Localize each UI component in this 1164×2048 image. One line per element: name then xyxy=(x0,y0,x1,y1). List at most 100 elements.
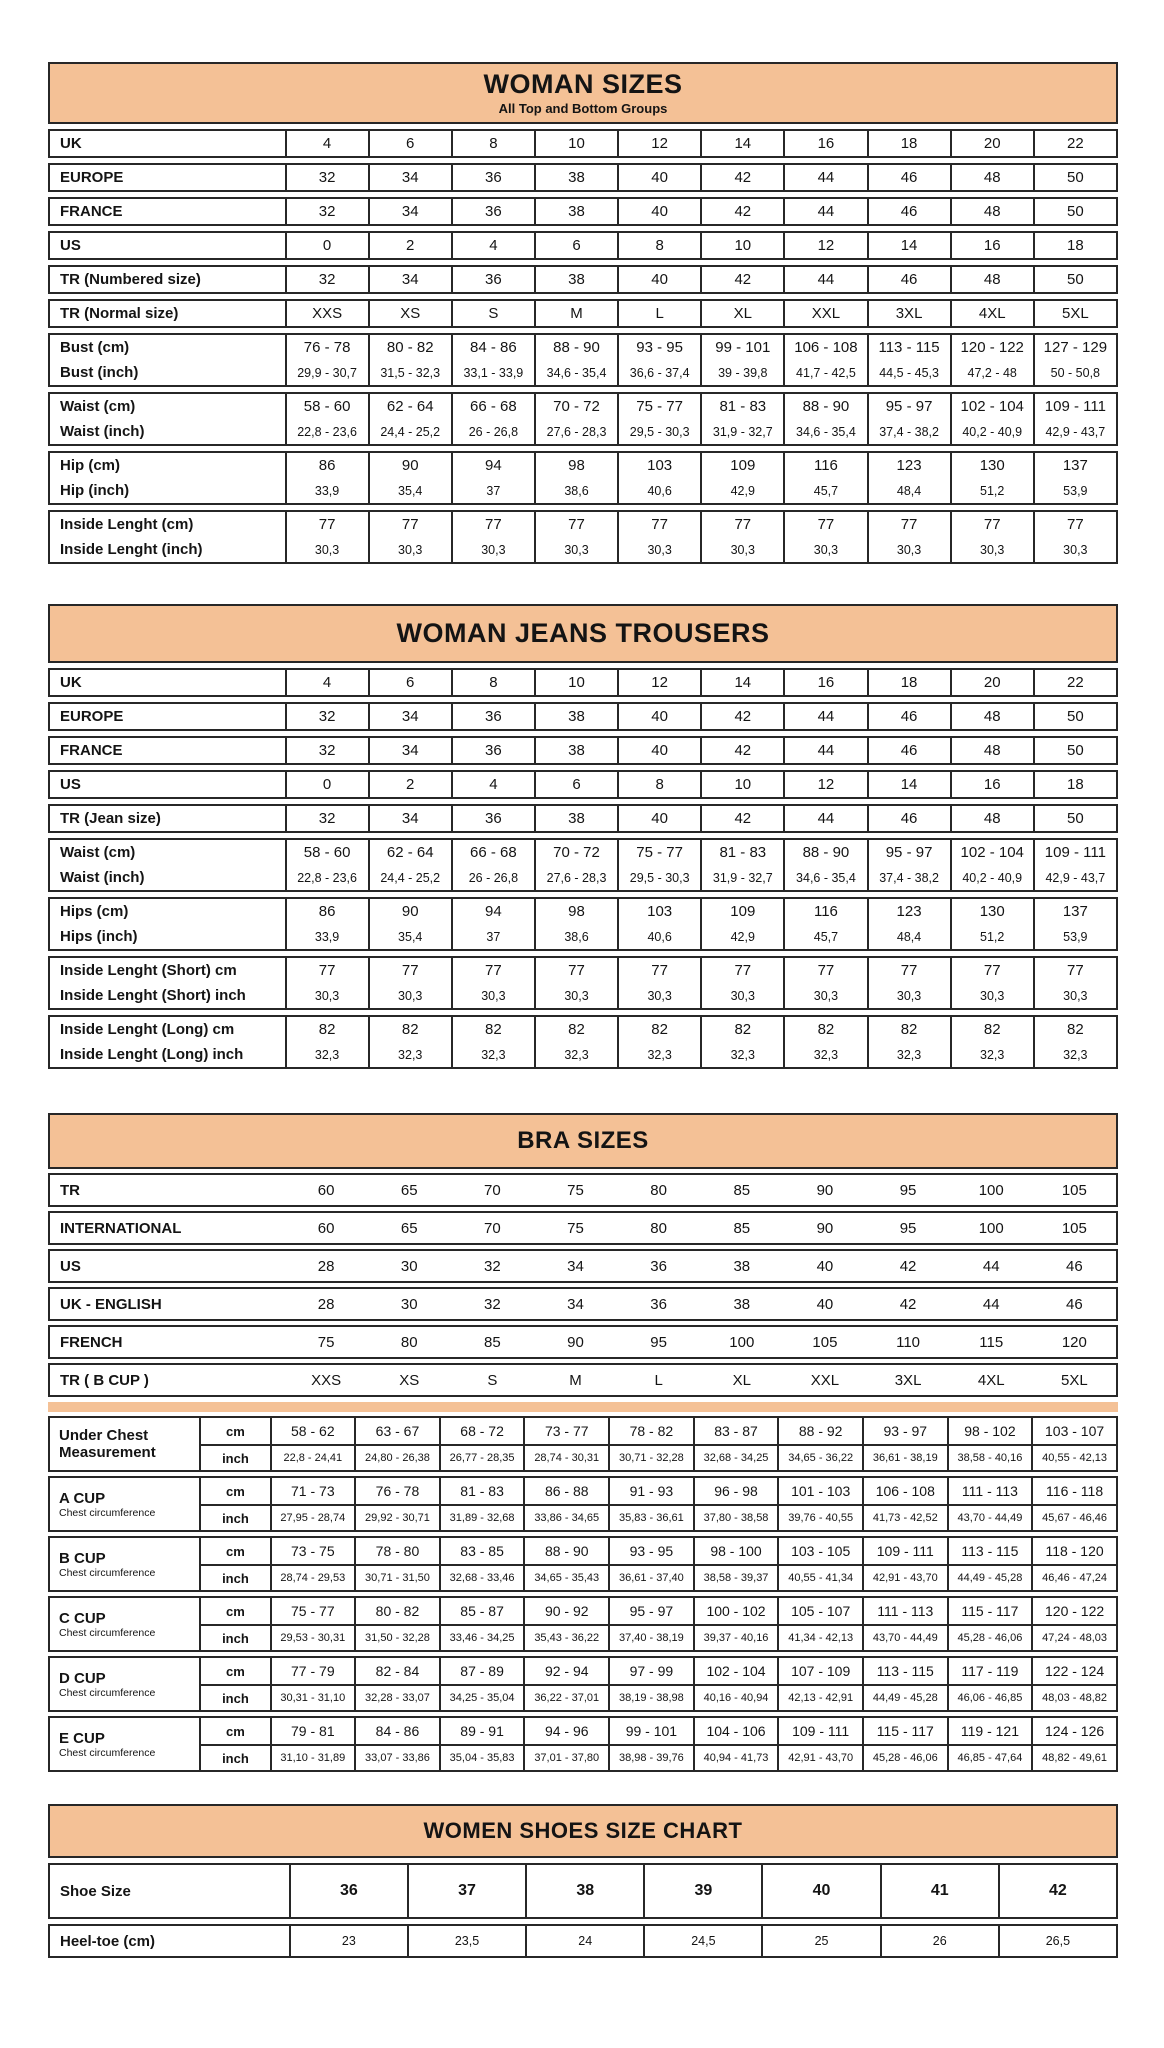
size-cell: 42,9 - 43,7 xyxy=(1032,865,1116,890)
size-cell: 30 xyxy=(400,1295,418,1313)
size-cell: XS xyxy=(399,1371,420,1389)
measure-group-label: D CUP Chest circumference xyxy=(50,1658,202,1710)
size-cell: 42,9 - 43,7 xyxy=(1032,419,1116,444)
size-cell: XXL xyxy=(783,301,866,326)
size-cell: 97 - 99 xyxy=(608,1658,693,1684)
row-label: Waist (inch) xyxy=(60,423,145,440)
measure-row: inch 29,53 - 30,31 31,50 - 32,28 33,46 - 34… xyxy=(201,1624,1116,1650)
measure-group-subtitle: Chest circumference xyxy=(59,1566,156,1579)
size-cell: 16 xyxy=(783,131,866,156)
row-label: Inside Lenght (Long) cm xyxy=(60,1021,235,1038)
size-cell: 31,89 - 32,68 xyxy=(438,1506,524,1530)
size-row: Waist (cm) 58 - 60 62 - 64 66 - 68 70 - 72 75… xyxy=(50,394,1116,419)
size-cell: 28 xyxy=(317,1295,335,1313)
size-cell: 23 xyxy=(288,1926,407,1956)
size-cell: 73 - 75 xyxy=(269,1538,355,1564)
size-row: US 0 2 4 6 8 10 12 14 16 18 xyxy=(50,772,1116,797)
size-cell: 62 - 64 xyxy=(367,394,451,419)
size-cell: 36 xyxy=(450,165,534,190)
size-cell: M xyxy=(533,301,617,326)
size-cell: 85 - 87 xyxy=(438,1598,524,1624)
size-cell: 78 - 80 xyxy=(354,1538,439,1564)
unit-cell: inch xyxy=(222,1690,249,1706)
size-row: Inside Lenght (Long) inch 32,3 32,3 32,3 32,… xyxy=(50,1042,1116,1067)
size-cell: 6 xyxy=(367,670,451,695)
size-cell: 30,3 xyxy=(533,537,617,562)
size-cell: 38 xyxy=(533,704,617,729)
size-cell: 82 xyxy=(949,1017,1033,1042)
row-label: Inside Lenght (Short) cm xyxy=(60,962,237,979)
size-cell: 122 - 124 xyxy=(1031,1658,1116,1684)
size-cell: 105 xyxy=(812,1333,838,1351)
size-cell: 24,4 - 25,2 xyxy=(367,865,451,890)
size-row: TR (Normal size) XXS XS S M L XL XXL 3XL 4XL 5XL xyxy=(50,301,1116,326)
size-cell: 37,4 - 38,2 xyxy=(866,419,950,444)
size-row: INTERNATIONAL 60 65 70 75 80 85 90 95 100 105 xyxy=(50,1213,1116,1243)
size-cell: 123 xyxy=(866,453,950,478)
size-cell: 62 - 64 xyxy=(367,840,451,865)
size-cell: 6 xyxy=(367,131,451,156)
size-cell: 42,9 xyxy=(700,924,783,949)
size-row-group: Inside Lenght (Long) cm 82 82 82 82 82 82 82 82 8… xyxy=(48,1015,1118,1069)
size-cell: XL xyxy=(700,301,783,326)
size-cell: 48 xyxy=(949,199,1033,224)
size-cell: 44 xyxy=(783,704,866,729)
size-cell: 95 - 97 xyxy=(866,840,950,865)
size-cell: 33,07 - 33,86 xyxy=(354,1746,439,1770)
size-cell: 14 xyxy=(700,131,783,156)
size-cell: 30,3 xyxy=(284,537,368,562)
size-cell: 40 xyxy=(617,267,700,292)
size-cell: 30,71 - 31,50 xyxy=(354,1566,439,1590)
measure-rows: cm 77 - 79 82 - 84 87 - 89 92 - 94 97 - 99 102… xyxy=(201,1658,1116,1710)
size-row: US 28 30 32 34 36 38 40 42 44 46 xyxy=(50,1251,1116,1281)
size-cell: 38,19 - 38,98 xyxy=(608,1686,693,1710)
size-cell: 95 xyxy=(650,1333,667,1351)
size-cell: 82 xyxy=(617,1017,700,1042)
size-cell: 32 xyxy=(284,165,368,190)
size-row-group: US 0 2 4 6 8 10 12 14 16 18 xyxy=(48,770,1118,799)
size-cell: 2 xyxy=(367,233,451,258)
size-cell: 78 - 82 xyxy=(608,1418,693,1444)
size-row: US 0 2 4 6 8 10 12 14 16 18 xyxy=(50,233,1116,258)
size-cell: 0 xyxy=(284,233,368,258)
size-cell: 32 xyxy=(284,806,368,831)
size-row: Waist (cm) 58 - 60 62 - 64 66 - 68 70 - 72 75… xyxy=(50,840,1116,865)
size-row-group: TR (Numbered size) 32 34 36 38 40 42 44 46 48 50 xyxy=(48,265,1118,294)
size-cell: 120 - 122 xyxy=(1031,1598,1116,1624)
size-cell: 31,10 - 31,89 xyxy=(269,1746,355,1770)
row-label: UK - ENGLISH xyxy=(60,1295,162,1313)
size-cell: 82 xyxy=(700,1017,783,1042)
size-cell: 14 xyxy=(866,772,950,797)
woman-sizes-table: WOMAN SIZES All Top and Bottom Groups UK 4 6… xyxy=(48,62,1118,564)
size-cell: 44 xyxy=(783,738,866,763)
unit-cell: inch xyxy=(222,1570,249,1586)
size-cell: 82 xyxy=(783,1017,866,1042)
size-cell: 28,74 - 30,31 xyxy=(523,1446,608,1470)
size-cell: 89 - 91 xyxy=(438,1718,524,1744)
size-cell: 28,74 - 29,53 xyxy=(269,1566,355,1590)
size-cell: 5XL xyxy=(1032,301,1116,326)
size-cell: 48,82 - 49,61 xyxy=(1031,1746,1116,1770)
size-cell: 30,31 - 31,10 xyxy=(269,1686,355,1710)
size-cell: 46,06 - 46,85 xyxy=(946,1686,1032,1710)
size-cell: 84 - 86 xyxy=(450,335,534,360)
size-cell: 47,2 - 48 xyxy=(949,360,1033,385)
size-cell: 32,3 xyxy=(533,1042,617,1067)
size-cell: 120 - 122 xyxy=(949,335,1033,360)
size-cell: 32,3 xyxy=(367,1042,451,1067)
size-cell: 92 - 94 xyxy=(523,1658,608,1684)
size-cell: 77 xyxy=(1032,958,1116,983)
size-row: Bust (cm) 76 - 78 80 - 82 84 - 86 88 - 90 93 … xyxy=(50,335,1116,360)
size-cell: 50 xyxy=(1032,738,1116,763)
size-cell: 48 xyxy=(949,738,1033,763)
size-row-group: US 28 30 32 34 36 38 40 42 44 46 xyxy=(48,1249,1118,1283)
size-cell: 38 xyxy=(533,738,617,763)
size-cell: 37 xyxy=(450,924,534,949)
row-label: Inside Lenght (Short) inch xyxy=(60,987,246,1004)
size-cell: 40,16 - 40,94 xyxy=(692,1686,778,1710)
size-cell: 44,49 - 45,28 xyxy=(946,1566,1032,1590)
size-cell: 40 xyxy=(816,1295,834,1313)
table-subtitle: All Top and Bottom Groups xyxy=(498,101,668,116)
row-label: Hip (cm) xyxy=(60,457,120,474)
size-cell: 32,68 - 34,25 xyxy=(692,1446,778,1470)
